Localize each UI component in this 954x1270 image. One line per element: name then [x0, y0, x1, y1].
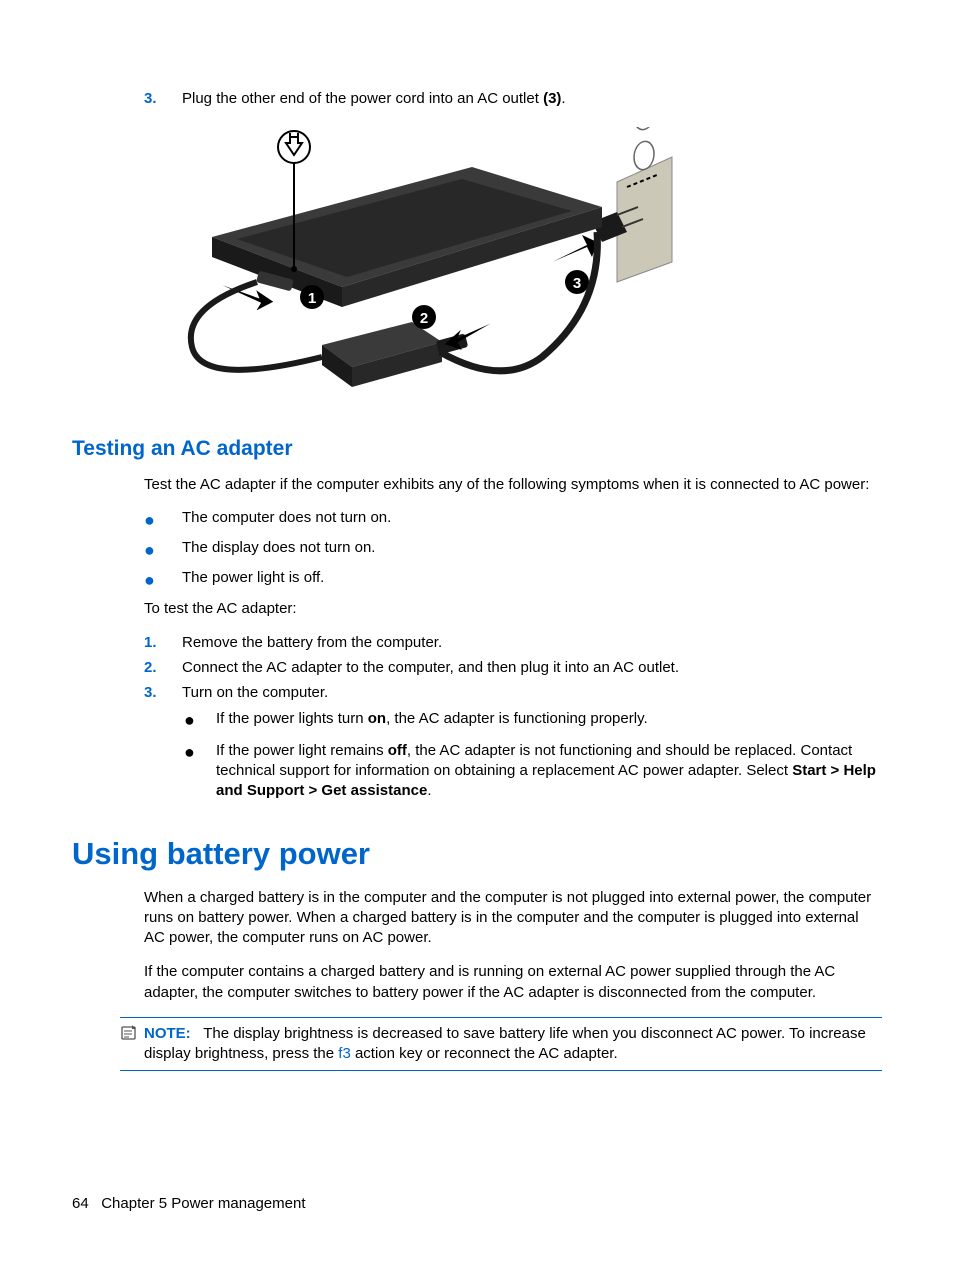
bullet-icon: ● — [184, 741, 216, 802]
bullet-icon: ● — [144, 509, 182, 529]
wall-outlet-icon — [617, 127, 672, 282]
sub-result-off: ● If the power light remains off, the AC… — [184, 741, 882, 802]
step-text: Plug the other end of the power cord int… — [182, 90, 882, 107]
note-label: NOTE: — [144, 1025, 191, 1042]
heading-testing-adapter: Testing an AC adapter — [72, 437, 882, 461]
page-footer: 64 Chapter 5 Power management — [72, 1195, 305, 1212]
symptom-item: ● The display does not turn on. — [144, 539, 882, 559]
arrow-1-icon — [221, 285, 275, 311]
battery-para-1: When a charged battery is in the compute… — [144, 888, 882, 949]
to-test-label: To test the AC adapter: — [144, 599, 882, 619]
bullet-icon: ● — [144, 569, 182, 589]
callout-2-label: 2 — [420, 310, 428, 327]
symptom-item: ● The power light is off. — [144, 569, 882, 589]
test-step: 3. Turn on the computer. — [144, 684, 882, 701]
sub-result-text: If the power lights turn on, the AC adap… — [216, 709, 882, 729]
document-page: 3. Plug the other end of the power cord … — [0, 0, 954, 1270]
step-3: 3. Plug the other end of the power cord … — [144, 90, 882, 107]
note-content: NOTE: The display brightness is decrease… — [144, 1024, 882, 1065]
step-text: Connect the AC adapter to the computer, … — [182, 659, 882, 676]
page-number: 64 — [72, 1195, 89, 1212]
symptom-item: ● The computer does not turn on. — [144, 509, 882, 529]
heading-battery-power: Using battery power — [72, 836, 882, 872]
step-text: Turn on the computer. — [182, 684, 882, 701]
testing-intro: Test the AC adapter if the computer exhi… — [144, 475, 882, 495]
step-number: 2. — [144, 659, 182, 676]
note-icon — [120, 1024, 144, 1048]
chapter-label: Chapter 5 Power management — [101, 1195, 305, 1212]
symptom-text: The power light is off. — [182, 569, 882, 589]
test-step: 2. Connect the AC adapter to the compute… — [144, 659, 882, 676]
content-area: 3. Plug the other end of the power cord … — [72, 90, 882, 1071]
step-text: Remove the battery from the computer. — [182, 634, 882, 651]
step-number: 1. — [144, 634, 182, 651]
f3-key-link[interactable]: f3 — [338, 1045, 351, 1062]
ac-adapter-icon — [322, 322, 442, 387]
bullet-icon: ● — [184, 709, 216, 729]
sub-result-text: If the power light remains off, the AC a… — [216, 741, 882, 802]
power-connection-figure: 3 — [182, 127, 682, 407]
step-number: 3. — [144, 684, 182, 701]
battery-para-2: If the computer contains a charged batte… — [144, 962, 882, 1003]
sub-result-on: ● If the power lights turn on, the AC ad… — [184, 709, 882, 729]
step-number: 3. — [144, 90, 182, 107]
note-box: NOTE: The display brightness is decrease… — [120, 1017, 882, 1072]
symptom-text: The computer does not turn on. — [182, 509, 882, 529]
test-step: 1. Remove the battery from the computer. — [144, 634, 882, 651]
symptom-text: The display does not turn on. — [182, 539, 882, 559]
bullet-icon: ● — [144, 539, 182, 559]
callout-1-label: 1 — [308, 290, 316, 307]
callout-3-label: 3 — [573, 275, 581, 292]
